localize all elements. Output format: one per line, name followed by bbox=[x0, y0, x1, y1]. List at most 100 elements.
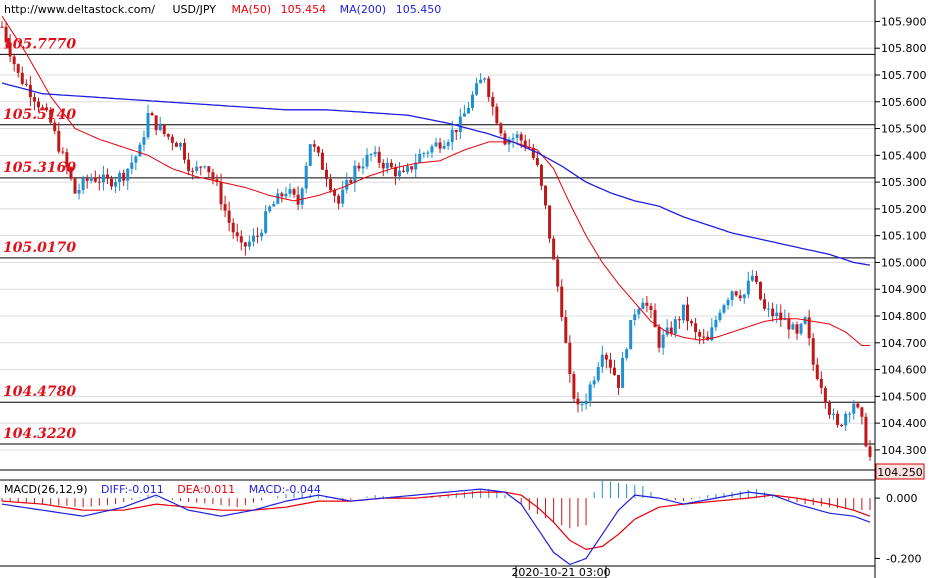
candle-body bbox=[0, 26, 4, 28]
candle-body bbox=[860, 407, 864, 417]
macd-tick-label: 0.000 bbox=[886, 492, 918, 505]
price-tick-label: 104.300 bbox=[881, 444, 927, 457]
candle-body bbox=[316, 146, 320, 153]
candle-body bbox=[110, 178, 114, 187]
candle-body bbox=[389, 162, 393, 168]
candle-body bbox=[276, 193, 280, 204]
candle-body bbox=[158, 124, 162, 131]
macd-diff-line bbox=[1, 488, 871, 566]
level-label: 105.5140 bbox=[3, 107, 76, 123]
candle-body bbox=[126, 168, 130, 181]
price-tick-label: 104.500 bbox=[881, 390, 927, 403]
candle-body bbox=[4, 26, 8, 43]
candle-body bbox=[763, 299, 767, 309]
candle-body bbox=[714, 319, 718, 328]
candle-body bbox=[397, 170, 401, 177]
candle-body bbox=[831, 413, 835, 415]
candle-body bbox=[130, 162, 134, 169]
candle-body bbox=[312, 144, 316, 147]
candle-body bbox=[24, 83, 28, 85]
candle-body bbox=[592, 380, 596, 385]
candle-body bbox=[495, 106, 499, 124]
candle-body bbox=[361, 166, 365, 169]
candle-body bbox=[450, 129, 454, 143]
candle-body bbox=[12, 56, 16, 65]
candle-body bbox=[329, 179, 333, 191]
candle-body bbox=[523, 140, 527, 147]
candle-body bbox=[191, 170, 195, 172]
candle-body bbox=[767, 308, 771, 310]
candle-body bbox=[479, 79, 483, 84]
candle-body bbox=[475, 83, 479, 95]
candle-body bbox=[178, 142, 182, 147]
candle-body bbox=[710, 327, 714, 341]
moving-averages bbox=[1, 15, 871, 346]
candle-body bbox=[552, 238, 556, 260]
ma200-label: MA(200) bbox=[340, 3, 387, 16]
candle-body bbox=[702, 336, 706, 338]
candle-body bbox=[734, 291, 738, 296]
candle-body bbox=[446, 142, 450, 146]
candle-body bbox=[823, 387, 827, 404]
candle-body bbox=[787, 318, 791, 330]
candle-body bbox=[256, 235, 260, 237]
candle-body bbox=[223, 204, 227, 211]
candles bbox=[0, 21, 872, 461]
macd-tick-label: -0.200 bbox=[886, 552, 921, 565]
candle-body bbox=[93, 177, 97, 182]
price-axis-ticks: 105.900 105.800 105.700 105.600 105.500 105.4… bbox=[875, 15, 927, 457]
candle-body bbox=[377, 151, 381, 163]
candle-body bbox=[795, 324, 799, 334]
candle-body bbox=[264, 211, 268, 233]
candle-body bbox=[556, 259, 560, 287]
candle-body bbox=[641, 302, 645, 310]
candle-body bbox=[491, 96, 495, 107]
candle-body bbox=[754, 275, 758, 282]
candle-body bbox=[114, 181, 118, 187]
candle-body bbox=[357, 165, 361, 169]
candle-body bbox=[183, 142, 187, 160]
candle-body bbox=[807, 317, 811, 339]
candle-body bbox=[836, 413, 840, 425]
candle-body bbox=[487, 78, 491, 97]
candle-body bbox=[85, 178, 89, 181]
candle-body bbox=[73, 178, 77, 194]
candle-body bbox=[742, 294, 746, 299]
candle-body bbox=[89, 177, 93, 181]
candle-body bbox=[471, 94, 475, 108]
candle-body bbox=[154, 115, 158, 131]
candle-body bbox=[483, 78, 487, 80]
macd-dea-line bbox=[1, 491, 871, 551]
candle-body bbox=[101, 174, 105, 183]
candle-body bbox=[657, 327, 661, 348]
candle-body bbox=[718, 312, 722, 320]
candle-body bbox=[247, 241, 251, 247]
candle-body bbox=[219, 182, 223, 205]
candle-body bbox=[827, 403, 831, 415]
candle-body bbox=[166, 133, 170, 137]
candle-body bbox=[799, 323, 803, 334]
candle-body bbox=[811, 338, 815, 365]
candle-body bbox=[438, 142, 442, 149]
candle-body bbox=[308, 144, 312, 166]
candle-body bbox=[353, 165, 357, 183]
price-tick-label: 105.800 bbox=[881, 42, 927, 55]
macd-diff: DIFF:-0.011 bbox=[101, 483, 164, 496]
level-labels: 105.7770 105.5140 105.3160 105.0170 104.4780… bbox=[3, 36, 76, 442]
candle-body bbox=[231, 222, 235, 233]
candle-body bbox=[304, 165, 308, 189]
candle-body bbox=[422, 153, 426, 155]
price-grid bbox=[0, 20, 875, 451]
price-tick-label: 104.900 bbox=[881, 283, 927, 296]
candle-body bbox=[345, 180, 349, 190]
candle-body bbox=[596, 367, 600, 381]
candle-body bbox=[365, 154, 369, 167]
candle-body bbox=[393, 167, 397, 177]
candle-body bbox=[771, 308, 775, 317]
candle-body bbox=[187, 159, 191, 171]
candle-body bbox=[568, 342, 572, 375]
source-url: http://www.deltastock.com/ bbox=[4, 3, 155, 16]
candle-body bbox=[142, 137, 146, 145]
candle-body bbox=[783, 318, 787, 321]
candle-body bbox=[629, 320, 633, 350]
